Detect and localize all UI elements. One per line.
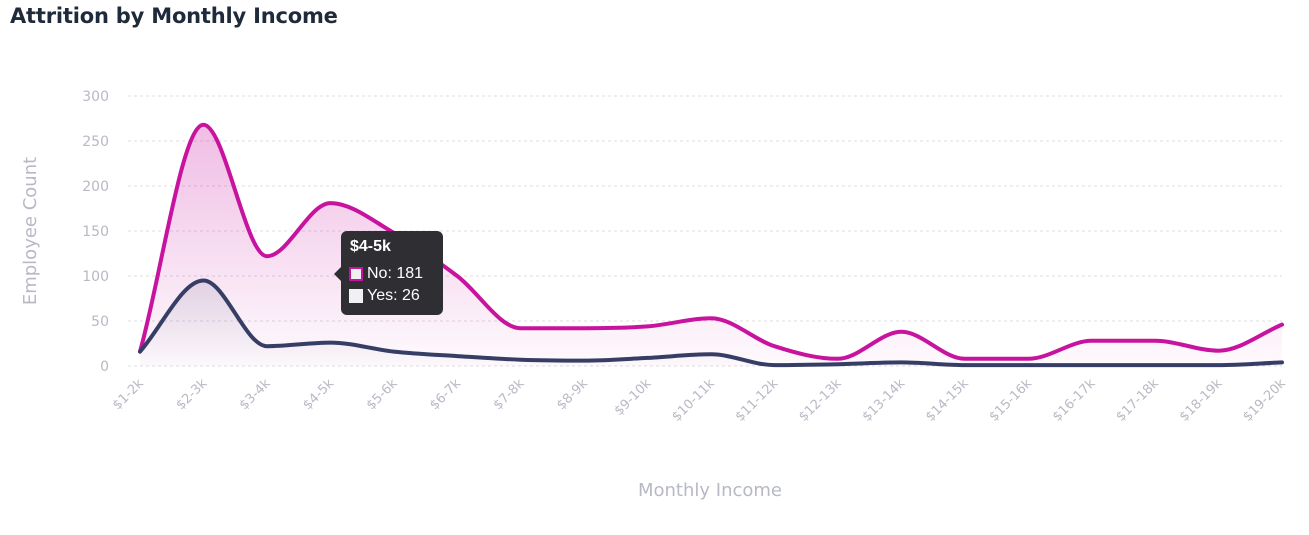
x-tick-label: $9-10k	[612, 376, 655, 419]
series-lines	[138, 122, 1284, 368]
x-tick-label: $16-17k	[1050, 376, 1099, 425]
series-area-yes	[140, 280, 1282, 366]
x-axis-title: Monthly Income	[638, 480, 782, 501]
tooltip-title: $4-5k	[350, 238, 391, 255]
x-tick-label: $19-20k	[1240, 376, 1289, 425]
series-line-yes[interactable]	[138, 278, 1284, 368]
y-tick-label: 50	[91, 314, 109, 330]
y-tick-labels: 0 50 100 150 200 250 300	[82, 89, 109, 375]
x-tick-label: $3-4k	[237, 376, 274, 413]
x-tick-label: $5-6k	[364, 376, 401, 413]
y-axis-title: Employee Count	[20, 157, 41, 305]
tooltip: $4-5k No: 181 Yes: 26	[334, 231, 443, 315]
tooltip-row-no: No: 181	[349, 265, 423, 283]
x-tick-label: $14-15k	[923, 376, 972, 425]
tooltip-label-yes: Yes: 26	[367, 287, 420, 304]
y-tick-label: 150	[82, 224, 109, 240]
y-tick-label: 200	[82, 179, 109, 195]
x-tick-label: $17-18k	[1113, 376, 1162, 425]
series-line-no[interactable]	[138, 122, 1284, 361]
y-tick-label: 300	[82, 89, 109, 105]
tooltip-label-no: No: 181	[367, 265, 424, 282]
tooltip-swatch-no	[349, 267, 363, 281]
x-tick-label: $15-16k	[987, 376, 1036, 425]
x-tick-label: $7-8k	[491, 376, 528, 413]
x-tick-label: $2-3k	[173, 376, 210, 413]
y-tick-label: 250	[82, 134, 109, 150]
x-tick-label: $8-9k	[554, 376, 591, 413]
x-tick-label: $13-14k	[860, 376, 909, 425]
x-tick-label: $4-5k	[300, 376, 337, 413]
x-tick-label: $10-11k	[669, 376, 718, 425]
chart-title: Attrition by Monthly Income	[10, 4, 338, 28]
series-areas	[140, 124, 1282, 366]
x-tick-label: $12-13k	[796, 376, 845, 425]
x-tick-label: $1-2k	[110, 376, 147, 413]
x-tick-label: $6-7k	[427, 376, 464, 413]
x-tick-label: $18-19k	[1177, 376, 1226, 425]
y-tick-label: 100	[82, 269, 109, 285]
x-tick-labels: $1-2k $2-3k $3-4k $4-5k $5-6k $6-7k $7-8k $8-9k…	[110, 376, 1289, 425]
y-tick-label: 0	[100, 359, 109, 375]
tooltip-row-yes: Yes: 26	[349, 287, 420, 305]
x-tick-label: $11-12k	[733, 376, 782, 425]
tooltip-swatch-yes	[349, 289, 363, 303]
series-area-no	[140, 124, 1282, 366]
